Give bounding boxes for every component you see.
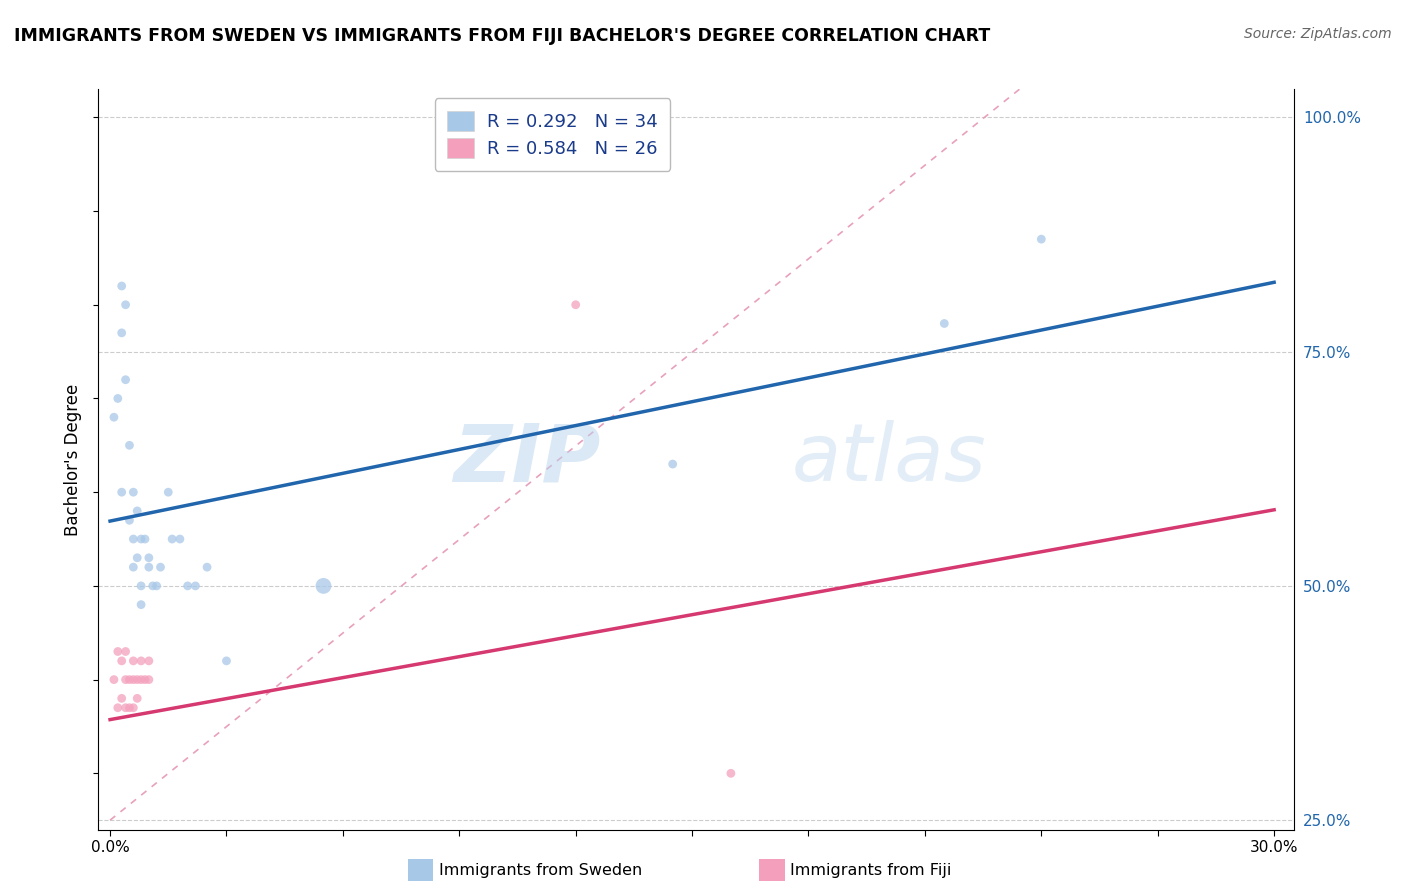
Point	[157, 485, 180, 500]
Point	[118, 700, 141, 714]
Point	[169, 532, 191, 546]
Point	[129, 532, 152, 546]
Point	[661, 457, 683, 471]
Point	[107, 392, 129, 406]
Point	[138, 550, 160, 565]
Point	[184, 579, 207, 593]
Point	[122, 560, 145, 574]
Point	[215, 654, 238, 668]
Point	[312, 579, 335, 593]
Point	[103, 410, 125, 425]
Point	[122, 700, 145, 714]
Point	[129, 598, 152, 612]
Point	[129, 579, 152, 593]
Point	[195, 560, 218, 574]
Point	[134, 532, 156, 546]
Point	[138, 560, 160, 574]
Point	[176, 579, 198, 593]
Point	[129, 673, 152, 687]
Point	[118, 673, 141, 687]
Point	[111, 485, 134, 500]
Text: Immigrants from Fiji: Immigrants from Fiji	[790, 863, 952, 878]
Point	[142, 579, 165, 593]
Point	[138, 673, 160, 687]
Point	[1031, 232, 1053, 246]
Point	[160, 532, 183, 546]
Point	[122, 654, 145, 668]
Point	[129, 654, 152, 668]
Text: IMMIGRANTS FROM SWEDEN VS IMMIGRANTS FROM FIJI BACHELOR'S DEGREE CORRELATION CHA: IMMIGRANTS FROM SWEDEN VS IMMIGRANTS FRO…	[14, 27, 990, 45]
Point	[564, 298, 586, 312]
Y-axis label: Bachelor's Degree: Bachelor's Degree	[65, 384, 83, 535]
Text: ZIP: ZIP	[453, 420, 600, 499]
Point	[149, 560, 172, 574]
Point	[138, 654, 160, 668]
Point	[111, 654, 134, 668]
Point	[107, 700, 129, 714]
Point	[934, 317, 956, 331]
Text: Immigrants from Sweden: Immigrants from Sweden	[439, 863, 643, 878]
Point	[114, 700, 136, 714]
Point	[122, 532, 145, 546]
Point	[720, 766, 742, 780]
Point	[134, 673, 156, 687]
Point	[114, 644, 136, 658]
Point	[114, 373, 136, 387]
Point	[114, 298, 136, 312]
Point	[111, 279, 134, 293]
Point	[127, 691, 149, 706]
Point	[111, 326, 134, 340]
Point	[114, 673, 136, 687]
Point	[145, 579, 167, 593]
Text: Source: ZipAtlas.com: Source: ZipAtlas.com	[1244, 27, 1392, 41]
Point	[127, 504, 149, 518]
Point	[103, 673, 125, 687]
Text: atlas: atlas	[792, 420, 987, 499]
Point	[118, 513, 141, 527]
Point	[107, 644, 129, 658]
Legend: R = 0.292   N = 34, R = 0.584   N = 26: R = 0.292 N = 34, R = 0.584 N = 26	[434, 98, 671, 170]
Point	[127, 673, 149, 687]
Point	[127, 550, 149, 565]
Point	[111, 691, 134, 706]
Point	[122, 485, 145, 500]
Point	[122, 673, 145, 687]
Point	[118, 438, 141, 452]
